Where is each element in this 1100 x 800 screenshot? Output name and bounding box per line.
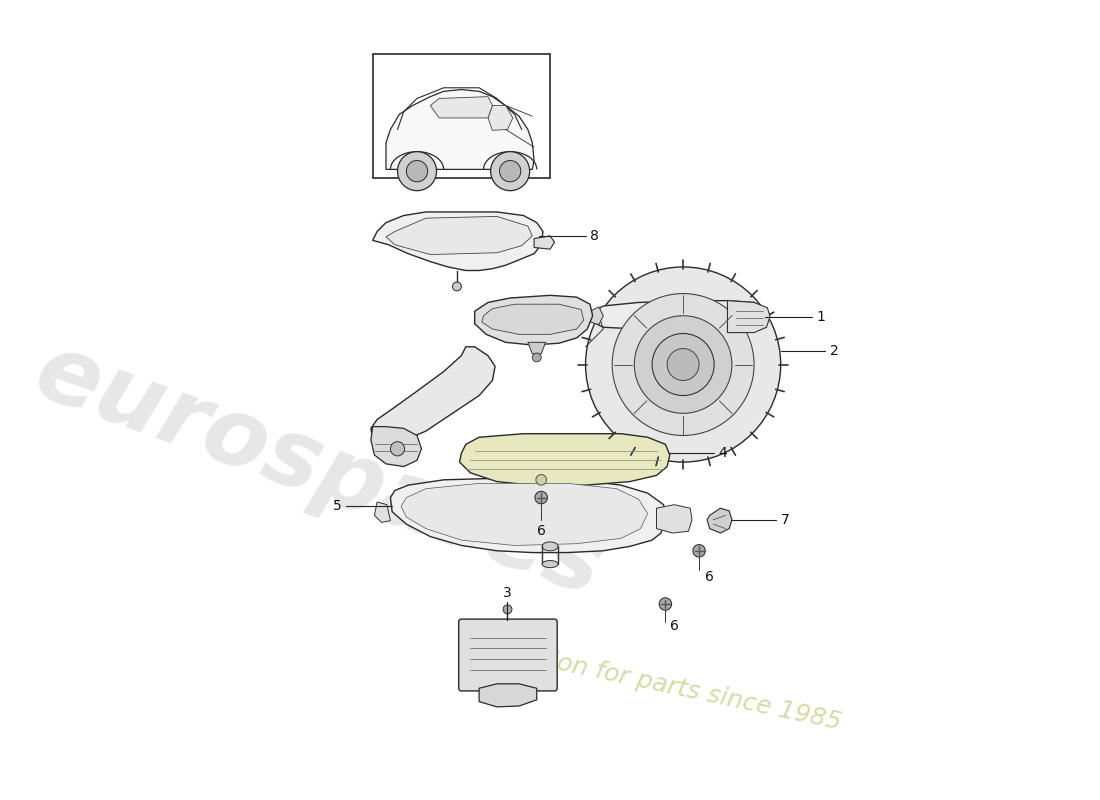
Polygon shape bbox=[402, 483, 648, 546]
Text: 6: 6 bbox=[705, 570, 714, 584]
Circle shape bbox=[635, 316, 732, 414]
Polygon shape bbox=[386, 90, 535, 170]
Polygon shape bbox=[475, 295, 593, 345]
Polygon shape bbox=[371, 346, 495, 446]
Text: 4: 4 bbox=[718, 446, 727, 460]
Ellipse shape bbox=[542, 542, 558, 550]
Polygon shape bbox=[374, 502, 390, 522]
Ellipse shape bbox=[542, 561, 558, 568]
Polygon shape bbox=[460, 434, 670, 485]
Polygon shape bbox=[480, 684, 537, 707]
Circle shape bbox=[652, 334, 714, 395]
Polygon shape bbox=[593, 301, 764, 333]
Circle shape bbox=[532, 353, 541, 362]
Text: 8: 8 bbox=[590, 229, 598, 243]
FancyBboxPatch shape bbox=[459, 619, 558, 691]
Polygon shape bbox=[590, 307, 603, 325]
Circle shape bbox=[491, 152, 530, 190]
Polygon shape bbox=[390, 478, 666, 553]
Polygon shape bbox=[528, 342, 546, 354]
Text: 2: 2 bbox=[829, 344, 838, 358]
Text: 7: 7 bbox=[781, 513, 790, 526]
Bar bbox=[373, 54, 550, 178]
Text: 1: 1 bbox=[816, 310, 825, 324]
Circle shape bbox=[535, 491, 548, 504]
Polygon shape bbox=[430, 97, 493, 118]
Circle shape bbox=[406, 161, 428, 182]
Polygon shape bbox=[371, 426, 421, 466]
Polygon shape bbox=[488, 106, 513, 130]
Circle shape bbox=[668, 349, 700, 381]
Circle shape bbox=[613, 294, 755, 435]
Circle shape bbox=[693, 545, 705, 557]
Text: 3: 3 bbox=[503, 586, 512, 600]
Text: a passion for parts since 1985: a passion for parts since 1985 bbox=[470, 633, 844, 735]
Circle shape bbox=[503, 605, 512, 614]
Polygon shape bbox=[707, 508, 732, 533]
Circle shape bbox=[499, 161, 520, 182]
Circle shape bbox=[390, 442, 405, 456]
Polygon shape bbox=[727, 301, 770, 333]
Circle shape bbox=[585, 267, 781, 462]
Circle shape bbox=[452, 282, 461, 291]
Text: 6: 6 bbox=[537, 524, 546, 538]
Circle shape bbox=[659, 598, 672, 610]
Polygon shape bbox=[482, 304, 584, 334]
Text: 5: 5 bbox=[333, 499, 342, 514]
Circle shape bbox=[397, 152, 437, 190]
Circle shape bbox=[536, 474, 547, 485]
Polygon shape bbox=[386, 216, 532, 254]
Text: 6: 6 bbox=[670, 619, 679, 633]
Polygon shape bbox=[657, 505, 692, 533]
Polygon shape bbox=[373, 212, 543, 270]
Polygon shape bbox=[535, 236, 554, 250]
Text: eurospares: eurospares bbox=[23, 326, 616, 616]
